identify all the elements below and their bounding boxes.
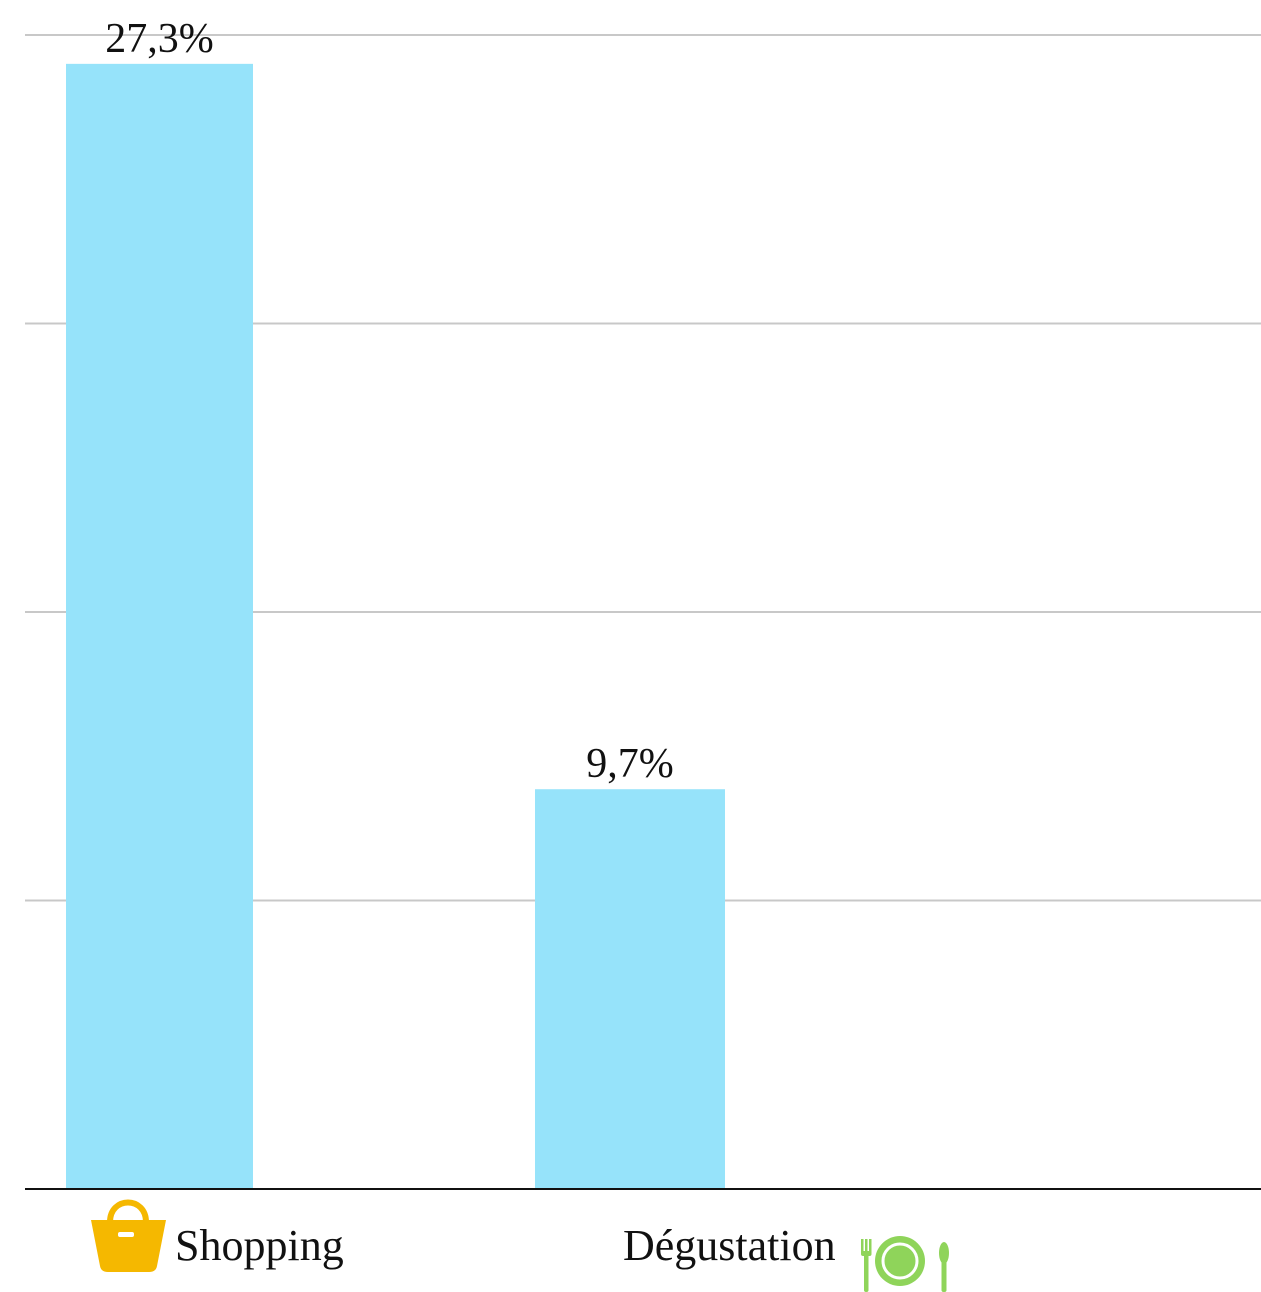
category-label-degustation: Dégustation bbox=[623, 1221, 836, 1270]
value-label-degustation: 9,7% bbox=[586, 741, 674, 787]
bars bbox=[66, 63, 725, 1190]
bar-degustation bbox=[535, 789, 725, 1189]
fork-icon bbox=[861, 1239, 872, 1292]
knife-icon bbox=[939, 1242, 949, 1292]
category-labels: Shopping Dégustation bbox=[175, 1221, 836, 1270]
plate-cutlery-icon bbox=[861, 1236, 949, 1292]
bar-shopping bbox=[66, 63, 253, 1190]
value-label-shopping: 27,3% bbox=[105, 16, 214, 62]
value-labels: 27,3% 9,7% bbox=[105, 16, 674, 787]
shopping-basket-icon bbox=[91, 1199, 166, 1272]
category-label-shopping: Shopping bbox=[175, 1221, 344, 1270]
